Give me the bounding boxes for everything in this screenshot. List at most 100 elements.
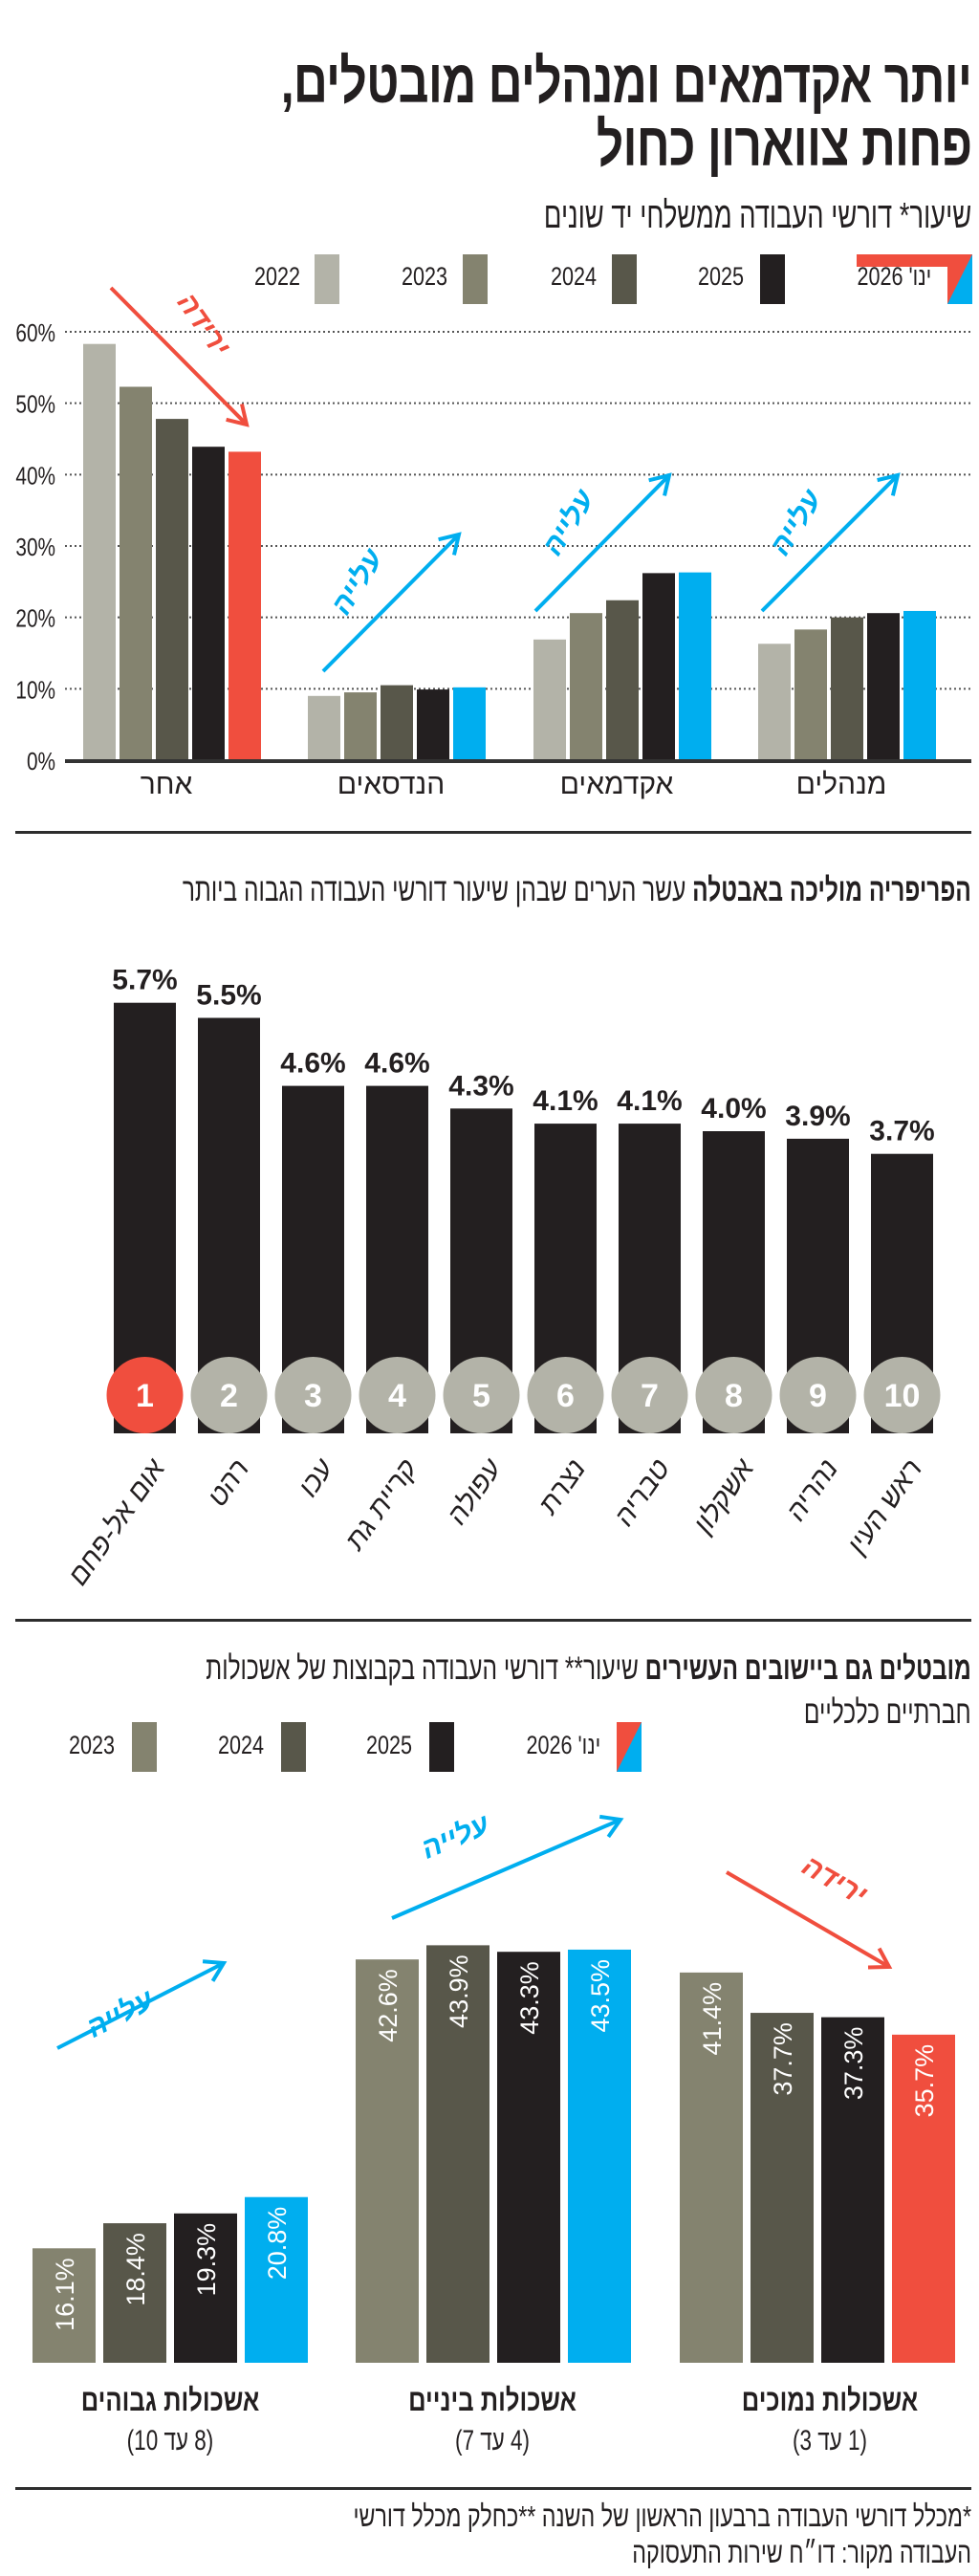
x-category-label: מנהלים xyxy=(796,769,887,800)
bar-2025-2 xyxy=(642,573,675,760)
rank-number: 3 xyxy=(304,1378,322,1414)
rank-circle xyxy=(274,1357,352,1433)
footnote-line1: *מכלל דורשי העבודה ברבעון הראשון של השנה… xyxy=(353,2500,972,2533)
city-name-label: נצרת xyxy=(533,1454,592,1521)
rank-number: 10 xyxy=(884,1378,921,1414)
bar-2025-1 xyxy=(417,689,449,760)
city-value-label: 4.0% xyxy=(701,1093,766,1124)
bar-2026-2 xyxy=(679,572,711,760)
cluster-value-label: 43.3% xyxy=(515,1961,544,2035)
city-value-label: 4.6% xyxy=(280,1048,345,1080)
legend-swatch-2023 xyxy=(132,1722,157,1772)
rank-number: 4 xyxy=(388,1378,406,1414)
chart3-title-line2: חברתיים כלכליים xyxy=(804,1694,971,1731)
rank-circle xyxy=(443,1357,520,1433)
cluster-value-label: 18.4% xyxy=(121,2233,150,2306)
bar-2023-3 xyxy=(794,629,827,760)
up-arrow-head-icon xyxy=(877,472,901,496)
footnote-line2: העבודה מקור: דו״ח שירות התעסוקה xyxy=(632,2536,971,2569)
y-tick-label: 0% xyxy=(27,748,55,775)
bar-2026-0 xyxy=(228,451,261,760)
legend-label: 2025 xyxy=(365,1731,412,1759)
cluster-bar xyxy=(497,1952,560,2363)
chart3-category-label: אשכולות ביניים xyxy=(408,2383,577,2417)
city-value-label: 5.7% xyxy=(112,965,177,996)
rank-number: 6 xyxy=(556,1378,575,1414)
rank-number: 5 xyxy=(472,1378,490,1414)
up-arrow-line xyxy=(321,533,461,673)
legend-swatch-jan-2026 xyxy=(617,1722,642,1772)
down-arrow-line xyxy=(109,286,249,426)
bar-2025-3 xyxy=(867,613,900,760)
up-arrow-head-icon xyxy=(598,1814,624,1839)
chart1-subtitle: שיעור* דורשי העבודה ממשלחי יד שונים xyxy=(543,196,971,236)
rank-number: 1 xyxy=(136,1378,154,1414)
divider xyxy=(15,1619,971,1622)
legend-swatch-2023 xyxy=(463,254,488,304)
up-arrow-line xyxy=(533,473,671,613)
legend-label: 2023 xyxy=(401,262,447,291)
chart2-title-regular: עשר הערים שבהן שיעור דורשי העבודה הגבוה … xyxy=(183,872,686,908)
legend-swatch-2022 xyxy=(315,254,339,304)
cluster-value-label: 35.7% xyxy=(910,2044,939,2118)
cluster-bar xyxy=(426,1945,490,2363)
bar-2024-3 xyxy=(831,617,863,760)
cluster-bar xyxy=(892,2034,955,2363)
chart3-title-regular: שיעור** דורשי העבודה בקבוצות של אשכולות xyxy=(206,1650,640,1687)
y-tick-label: 20% xyxy=(15,604,55,632)
cluster-bar xyxy=(33,2248,96,2363)
cluster-bar xyxy=(174,2213,237,2363)
cluster-value-label: 16.1% xyxy=(51,2258,79,2331)
rank-circle xyxy=(359,1357,436,1433)
x-category-label: הנדסאים xyxy=(337,769,445,800)
cluster-value-label: 43.5% xyxy=(586,1959,615,2033)
rank-number: 8 xyxy=(725,1378,743,1414)
bar-2026-3 xyxy=(903,610,936,760)
legend-label: 2025 xyxy=(697,262,744,291)
cluster-value-label: 41.4% xyxy=(698,1982,727,2056)
down-arrow-line xyxy=(725,1870,891,1969)
city-value-label: 5.5% xyxy=(196,980,261,1012)
cluster-value-label: 37.3% xyxy=(839,2027,868,2101)
cluster-value-label: 19.3% xyxy=(192,2223,221,2297)
bar-2022-2 xyxy=(533,639,566,760)
chart2-title-bold: הפריפריה מוליכה באבטלה xyxy=(692,872,971,908)
legend-swatch-jan-2026 xyxy=(947,254,972,304)
x-category-label: אקדמאים xyxy=(560,769,674,800)
down-arrow-head-icon xyxy=(226,404,250,427)
trend-label: עלייה xyxy=(417,1808,495,1866)
city-name-label: עכו xyxy=(293,1453,340,1503)
y-tick-label: 40% xyxy=(15,462,55,490)
rank-circle xyxy=(527,1357,604,1433)
bar-2023-1 xyxy=(344,692,377,760)
rank-circle xyxy=(863,1357,941,1433)
bar-2024-2 xyxy=(606,600,639,760)
y-tick-label: 10% xyxy=(15,676,55,704)
chart2-title: הפריפריה מוליכה באבטלה עשר הערים שבהן שי… xyxy=(183,872,971,909)
bar-2022-0 xyxy=(83,343,116,760)
rank-circle xyxy=(779,1357,857,1433)
bar-2024-0 xyxy=(156,419,188,760)
cluster-bar xyxy=(245,2196,308,2363)
bar-2026-1 xyxy=(453,687,486,760)
city-name-label: אום אל-פחם xyxy=(63,1453,172,1591)
city-name-label: קריית גת xyxy=(339,1454,424,1557)
rank-circle xyxy=(611,1357,688,1433)
city-name-label: רהט xyxy=(202,1454,255,1513)
bar-2023-2 xyxy=(570,613,602,760)
cluster-value-label: 37.7% xyxy=(769,2022,797,2096)
bar-2022-1 xyxy=(308,695,340,760)
rank-number: 9 xyxy=(809,1378,827,1414)
down-arrow-head-icon xyxy=(867,1947,893,1970)
x-category-label: אחר xyxy=(141,769,193,800)
trend-label: ירידה xyxy=(796,1849,872,1911)
city-value-label: 4.1% xyxy=(533,1085,598,1117)
cluster-bar xyxy=(821,2017,884,2363)
y-tick-label: 50% xyxy=(15,390,55,418)
rank-circle xyxy=(106,1357,184,1433)
trend-label: עלייה xyxy=(536,484,601,561)
city-value-label: 3.7% xyxy=(869,1116,934,1147)
cluster-bar xyxy=(680,1972,743,2363)
legend-label: 2024 xyxy=(217,1731,264,1759)
